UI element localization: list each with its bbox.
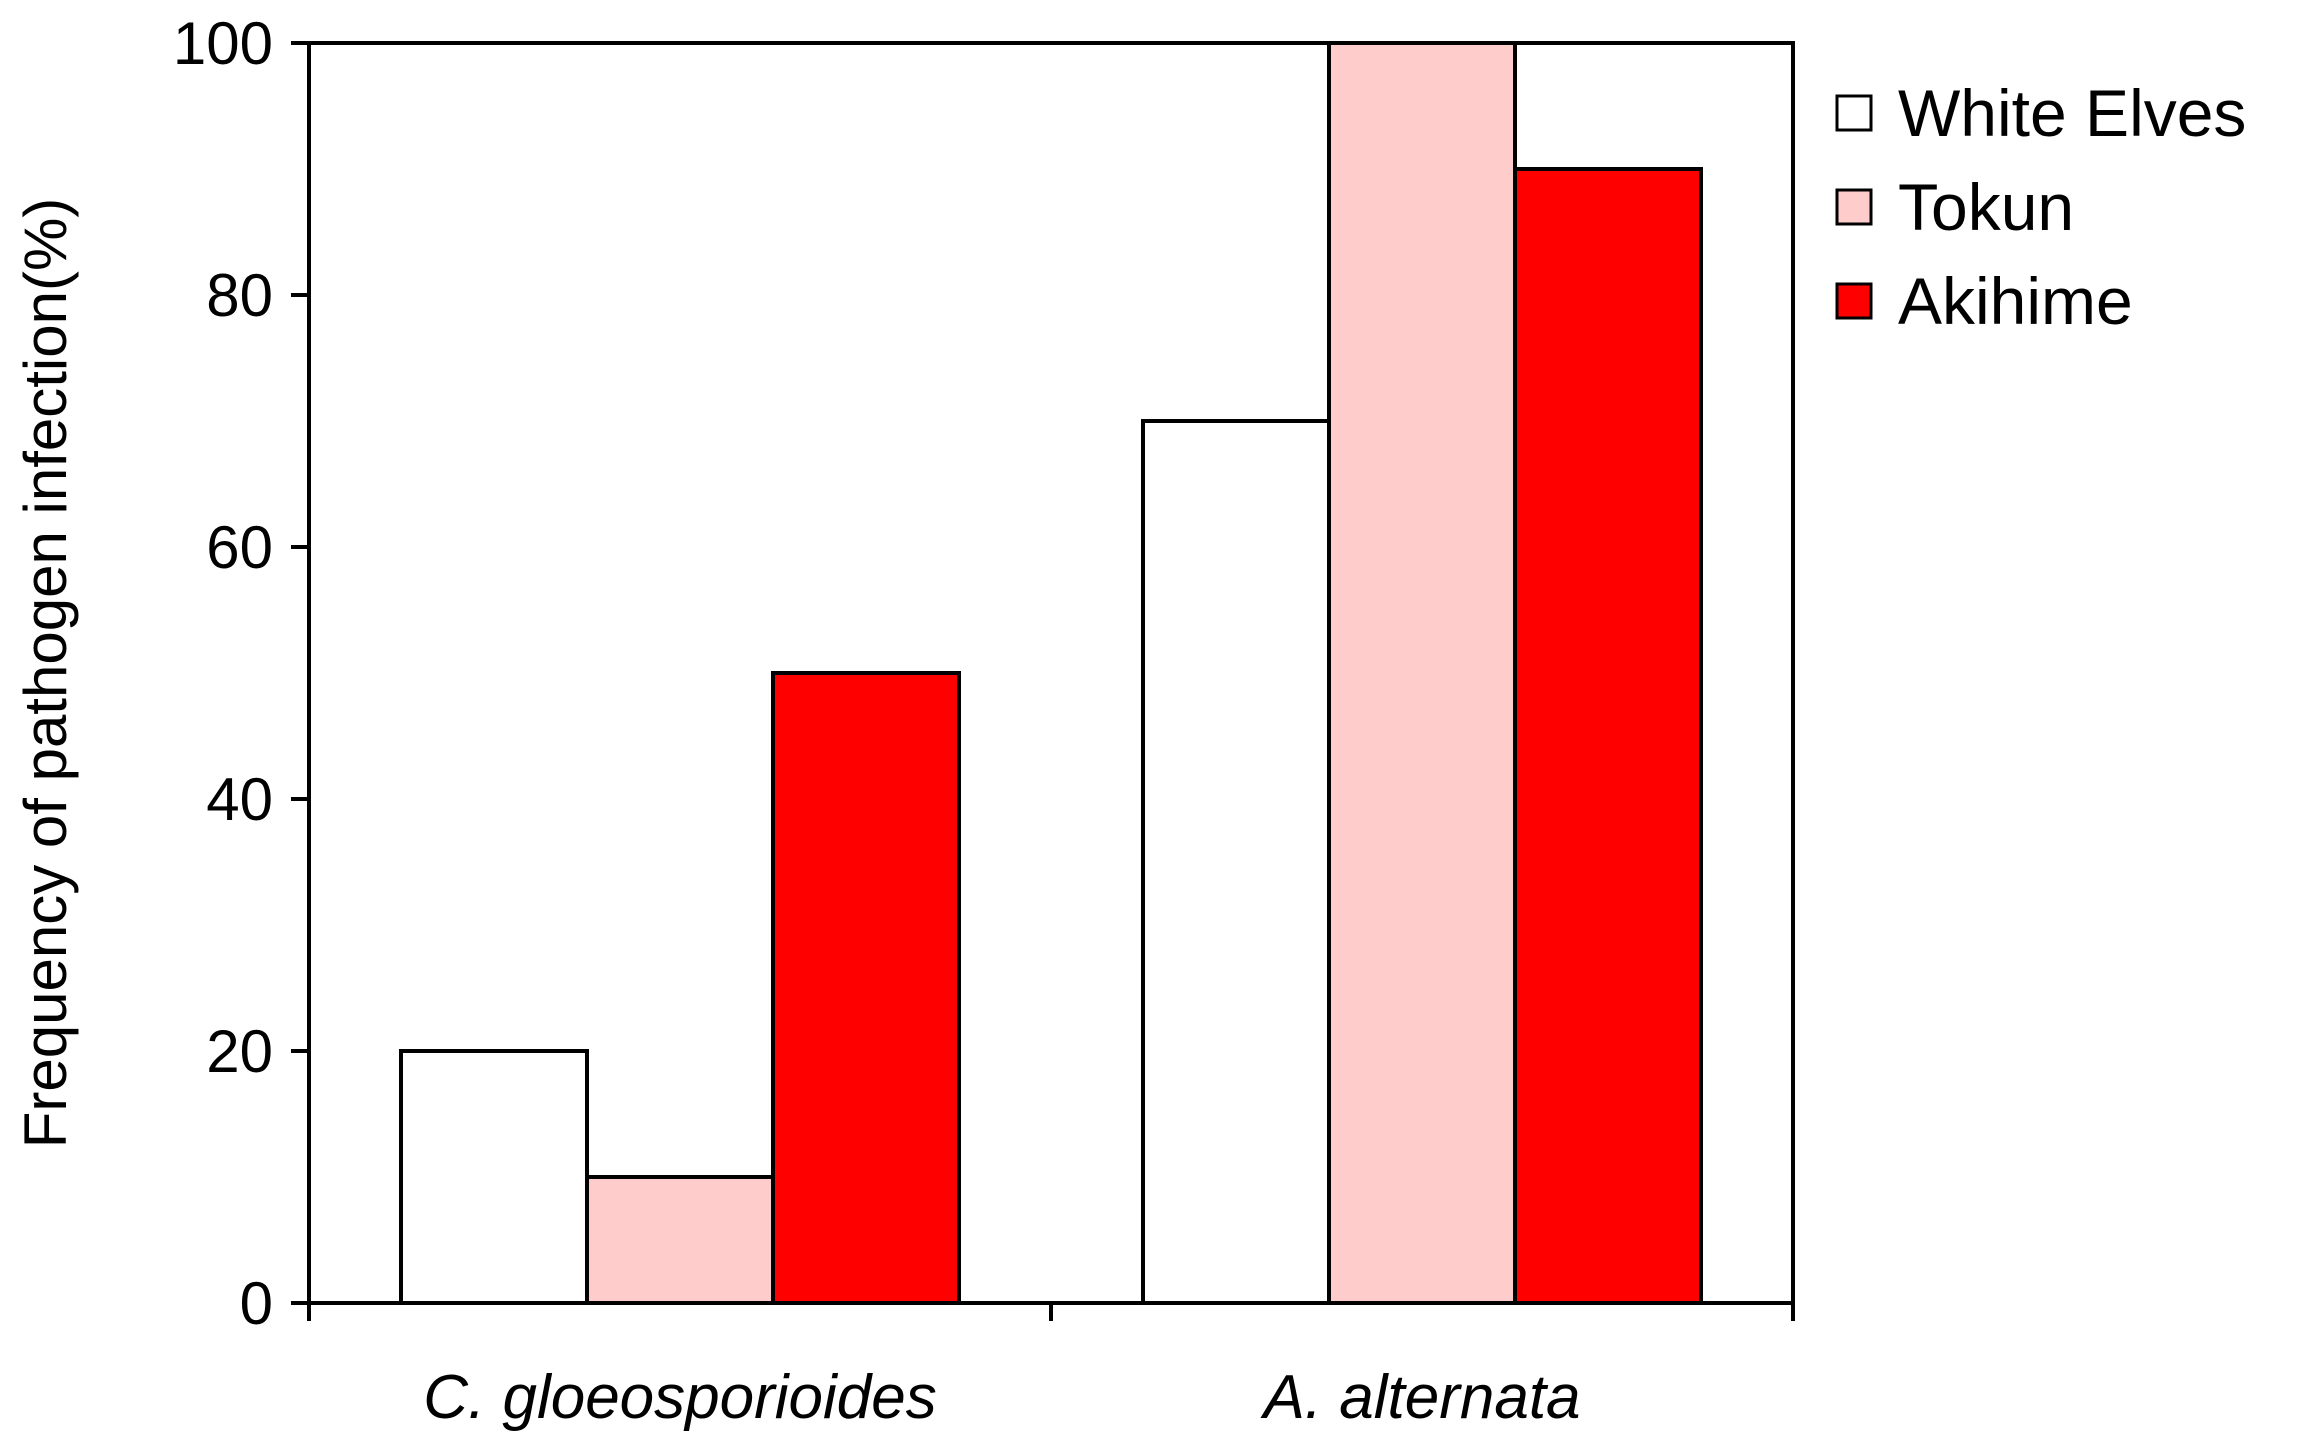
y-axis: 0 20 40 60 80 100 <box>173 10 309 1337</box>
y-tick-label: 0 <box>240 1270 273 1337</box>
legend-swatch <box>1835 188 1873 226</box>
legend: White Elves Tokun Akihime <box>1835 76 2246 338</box>
bar-akihime-2 <box>1513 167 1703 1305</box>
bar-akihime-1 <box>771 671 961 1305</box>
bar-white-elves-2 <box>1141 419 1331 1305</box>
legend-swatch <box>1835 94 1873 132</box>
y-tick-label: 80 <box>206 262 273 329</box>
legend-label: White Elves <box>1898 76 2246 150</box>
y-tick-label: 40 <box>206 766 273 833</box>
bar-tokun-2 <box>1327 41 1517 1305</box>
bar-tokun-1 <box>585 1175 775 1305</box>
bars-group <box>399 41 1703 1305</box>
x-tick-label: A. alternata <box>1259 1363 1580 1432</box>
bar-white-elves-1 <box>399 1049 589 1305</box>
legend-swatch <box>1835 282 1873 320</box>
y-tick-label: 60 <box>206 514 273 581</box>
y-tick-label: 100 <box>173 10 273 77</box>
x-axis: C. gloeosporioides A. alternata <box>307 1303 1795 1432</box>
y-axis-title: Frequency of pathogen infection(%) <box>12 198 79 1149</box>
y-tick-label: 20 <box>206 1018 273 1085</box>
x-tick-label: C. gloeosporioides <box>423 1363 937 1432</box>
legend-label: Akihime <box>1898 264 2133 338</box>
legend-label: Tokun <box>1898 170 2074 244</box>
